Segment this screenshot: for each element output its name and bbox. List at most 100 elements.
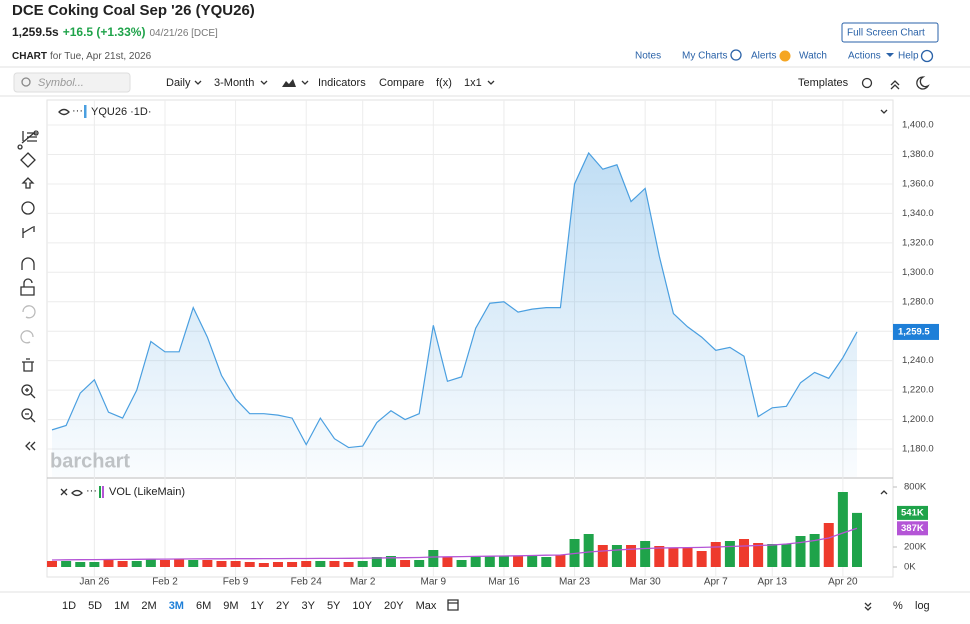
volume-bar	[428, 550, 439, 567]
volume-bar	[315, 561, 326, 567]
period-button[interactable]: 3Y	[301, 600, 315, 612]
menu-dots[interactable]: ···	[86, 485, 97, 497]
y-tick-label: 1,400.0	[902, 120, 934, 131]
link-watch[interactable]: Watch	[799, 51, 827, 62]
volume-bar	[611, 545, 622, 567]
collapse-icon[interactable]	[890, 80, 900, 90]
indicators[interactable]: Indicators	[318, 77, 366, 89]
volume-bar	[89, 562, 100, 567]
volume-bar	[809, 534, 820, 567]
calendar-icon[interactable]	[447, 599, 459, 611]
volume-legend: VOL (LikeMain)	[109, 486, 185, 498]
volume-bar	[343, 562, 354, 567]
layout[interactable]: 1x1	[464, 77, 482, 89]
volume-bar	[385, 556, 396, 567]
volume-bar	[541, 557, 552, 567]
menu-dots[interactable]: ···	[72, 105, 83, 117]
period-button[interactable]: 5Y	[327, 600, 341, 612]
period-button[interactable]: 10Y	[352, 600, 372, 612]
alert-icon[interactable]	[779, 50, 791, 62]
x-tick-label: Feb 2	[152, 577, 178, 588]
volume-bar	[837, 492, 848, 567]
y-tick-label: 1,300.0	[902, 267, 934, 278]
fullscreen-button[interactable]	[841, 22, 939, 43]
volume-bar	[103, 560, 114, 567]
x-tick-label: Mar 16	[488, 577, 520, 588]
eye-icon[interactable]	[58, 108, 70, 116]
series-swatch	[84, 105, 87, 118]
volume-bar	[640, 541, 651, 567]
fullscreen-label[interactable]: Full Screen Chart	[847, 28, 925, 39]
price-area	[52, 153, 857, 477]
period-button[interactable]: 5D	[88, 600, 102, 612]
compare[interactable]: Compare	[379, 77, 424, 89]
volume-bar	[513, 556, 524, 567]
help-icon[interactable]	[920, 49, 934, 63]
plus-icon[interactable]	[730, 49, 742, 61]
link-alerts[interactable]: Alerts	[751, 51, 777, 62]
title: DCE Coking Coal Sep '26 (YQU26)	[12, 2, 255, 19]
volume-bar	[371, 557, 382, 567]
caret	[886, 53, 894, 57]
period-button[interactable]: 6M	[196, 600, 211, 612]
quote-date: 04/21/26 [DCE]	[149, 28, 218, 39]
period-button[interactable]: 1D	[62, 600, 76, 612]
volume-bar	[301, 561, 312, 567]
volume-bar	[230, 561, 241, 567]
volume-bar	[555, 555, 566, 567]
y-tick-label: 200K	[904, 542, 927, 553]
expand-icon[interactable]	[864, 602, 872, 611]
link-my-charts[interactable]: My Charts	[682, 51, 728, 62]
quote: 1,259.5s +16.5 (+1.33%) 04/21/26 [DCE]	[12, 25, 218, 39]
volume-average	[51, 527, 858, 561]
volume-bar	[287, 562, 298, 567]
pane-chevron[interactable]	[880, 490, 888, 495]
volume-bar	[400, 560, 411, 567]
settings-icon[interactable]	[861, 77, 873, 89]
eye-icon[interactable]	[71, 489, 83, 497]
log-toggle[interactable]: log	[915, 600, 930, 612]
period-button[interactable]: 3M	[169, 600, 184, 612]
period-button[interactable]: 2M	[141, 600, 156, 612]
chart-caption: CHART for Tue, Apr 21st, 2026	[12, 51, 152, 62]
volume-bar	[739, 539, 750, 567]
period-button[interactable]: 1M	[114, 600, 129, 612]
volume-bar	[131, 561, 142, 567]
symbol-input[interactable]	[13, 72, 131, 93]
templates[interactable]: Templates	[798, 77, 849, 89]
period-button[interactable]: 9M	[223, 600, 238, 612]
percent-toggle[interactable]: %	[893, 600, 903, 612]
change: +16.5 (+1.33%)	[63, 25, 146, 39]
pane-chevron[interactable]	[880, 109, 888, 114]
link-notes[interactable]: Notes	[635, 51, 661, 62]
link-help[interactable]: Help	[898, 51, 919, 62]
x-tick-label: Mar 30	[630, 577, 662, 588]
link-actions[interactable]: Actions	[848, 51, 881, 62]
x-tick-label: Apr 7	[704, 577, 728, 588]
range[interactable]: 3-Month	[214, 77, 254, 89]
volume-bar	[626, 545, 637, 567]
volume-bar	[357, 561, 368, 567]
theme-icon[interactable]	[916, 76, 930, 90]
functions[interactable]: f(x)	[436, 77, 452, 89]
period-bar: 1D 5D 1M 2M 3M 6M 9M 1Y 2Y 3Y 5Y 10Y 20Y Max	[62, 600, 437, 612]
series-swatch	[99, 486, 101, 498]
period-button[interactable]: 2Y	[276, 600, 290, 612]
volume-bar	[852, 512, 862, 567]
volume-bar	[795, 536, 806, 567]
volume-bar	[244, 562, 255, 567]
volume-bar	[414, 560, 425, 567]
volume-badge-label: 541K	[901, 507, 924, 518]
period-button[interactable]: 20Y	[384, 600, 404, 612]
period-button[interactable]: 1Y	[251, 600, 265, 612]
price-line	[51, 151, 858, 449]
volume-bar	[710, 542, 721, 567]
volume-bar	[654, 546, 665, 567]
drawing-tools[interactable]	[17, 130, 39, 451]
volume-bar	[159, 560, 170, 567]
close-icon[interactable]	[60, 488, 68, 496]
interval[interactable]: Daily	[166, 77, 191, 89]
x-tick-label: Mar 2	[350, 577, 376, 588]
period-button[interactable]: Max	[416, 600, 437, 612]
chart-type-icon[interactable]	[282, 79, 296, 87]
